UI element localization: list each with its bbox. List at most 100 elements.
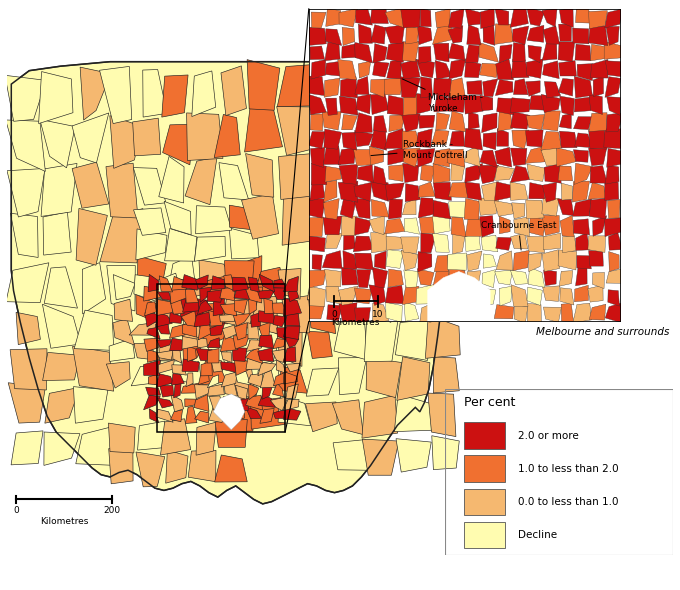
- Polygon shape: [339, 244, 369, 280]
- Polygon shape: [173, 350, 182, 363]
- Polygon shape: [247, 60, 279, 110]
- Polygon shape: [421, 201, 453, 235]
- Polygon shape: [406, 26, 419, 44]
- Polygon shape: [542, 250, 560, 271]
- Polygon shape: [201, 276, 228, 303]
- Polygon shape: [235, 323, 248, 340]
- Polygon shape: [403, 148, 420, 167]
- Polygon shape: [277, 107, 321, 155]
- Polygon shape: [250, 396, 285, 429]
- Polygon shape: [368, 281, 400, 322]
- Polygon shape: [558, 166, 573, 181]
- Polygon shape: [234, 287, 250, 299]
- Polygon shape: [338, 60, 356, 80]
- Polygon shape: [544, 163, 561, 183]
- Polygon shape: [254, 267, 286, 297]
- Polygon shape: [219, 163, 249, 200]
- Polygon shape: [528, 303, 541, 323]
- Polygon shape: [272, 349, 286, 363]
- Polygon shape: [405, 183, 420, 202]
- Polygon shape: [157, 292, 171, 300]
- Polygon shape: [496, 251, 513, 270]
- Polygon shape: [283, 347, 296, 362]
- Polygon shape: [451, 217, 466, 237]
- Polygon shape: [403, 41, 419, 61]
- Polygon shape: [309, 235, 326, 252]
- Polygon shape: [362, 439, 398, 475]
- Polygon shape: [183, 338, 201, 366]
- Polygon shape: [432, 216, 450, 234]
- Polygon shape: [323, 216, 342, 235]
- Polygon shape: [354, 182, 371, 201]
- Polygon shape: [185, 157, 217, 205]
- Polygon shape: [364, 317, 398, 362]
- Polygon shape: [308, 217, 324, 237]
- Polygon shape: [106, 362, 130, 388]
- Polygon shape: [173, 382, 181, 398]
- Polygon shape: [143, 70, 167, 117]
- Polygon shape: [206, 338, 225, 365]
- Polygon shape: [214, 299, 224, 316]
- Polygon shape: [156, 339, 171, 348]
- Polygon shape: [526, 81, 540, 96]
- Polygon shape: [106, 163, 138, 218]
- Polygon shape: [283, 399, 299, 411]
- Polygon shape: [158, 156, 184, 203]
- Polygon shape: [544, 81, 560, 98]
- Polygon shape: [395, 320, 432, 360]
- Polygon shape: [577, 255, 592, 269]
- Polygon shape: [182, 299, 199, 312]
- Polygon shape: [211, 359, 222, 372]
- Polygon shape: [371, 25, 386, 44]
- Polygon shape: [273, 316, 287, 327]
- Polygon shape: [605, 165, 619, 184]
- Polygon shape: [573, 303, 592, 323]
- Polygon shape: [401, 237, 419, 254]
- Polygon shape: [162, 75, 188, 117]
- Polygon shape: [186, 289, 199, 303]
- Polygon shape: [40, 119, 75, 168]
- Polygon shape: [220, 314, 237, 322]
- Polygon shape: [258, 290, 275, 299]
- Polygon shape: [44, 267, 78, 308]
- Polygon shape: [465, 182, 481, 200]
- Polygon shape: [145, 313, 161, 327]
- Polygon shape: [356, 9, 373, 25]
- Polygon shape: [362, 395, 398, 438]
- Polygon shape: [366, 358, 402, 398]
- Polygon shape: [44, 432, 80, 466]
- Polygon shape: [467, 271, 481, 289]
- Polygon shape: [326, 9, 341, 27]
- Polygon shape: [308, 293, 336, 334]
- Polygon shape: [542, 42, 557, 60]
- Text: Cranbourne East: Cranbourne East: [481, 221, 556, 250]
- Polygon shape: [72, 162, 109, 208]
- Polygon shape: [529, 182, 545, 199]
- Text: 0.0 to less than 1.0: 0.0 to less than 1.0: [518, 497, 619, 507]
- Polygon shape: [276, 359, 285, 373]
- Polygon shape: [543, 233, 561, 250]
- Polygon shape: [233, 335, 250, 349]
- Polygon shape: [510, 8, 528, 27]
- Polygon shape: [182, 323, 197, 337]
- Polygon shape: [371, 94, 389, 114]
- Polygon shape: [194, 385, 210, 399]
- Polygon shape: [353, 198, 370, 219]
- Polygon shape: [338, 181, 358, 202]
- Polygon shape: [387, 60, 401, 79]
- Polygon shape: [573, 219, 590, 235]
- Polygon shape: [573, 181, 590, 202]
- Polygon shape: [589, 250, 603, 266]
- Polygon shape: [543, 307, 562, 322]
- Polygon shape: [481, 182, 498, 201]
- Polygon shape: [451, 163, 465, 181]
- Polygon shape: [418, 198, 436, 218]
- Polygon shape: [448, 9, 464, 28]
- Polygon shape: [574, 76, 592, 98]
- Polygon shape: [589, 129, 607, 149]
- Polygon shape: [592, 216, 607, 236]
- Polygon shape: [309, 94, 326, 114]
- Polygon shape: [256, 359, 281, 401]
- Polygon shape: [258, 311, 275, 324]
- Polygon shape: [605, 303, 622, 323]
